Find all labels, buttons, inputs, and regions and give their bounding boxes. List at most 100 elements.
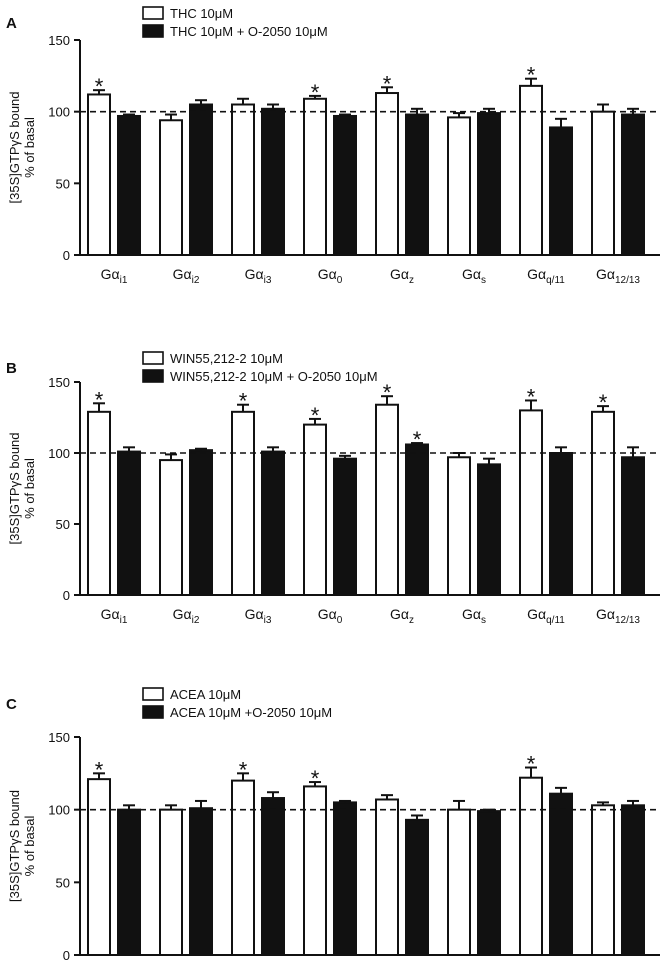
bar: [447, 808, 471, 957]
y-axis-label: % of basal: [22, 117, 37, 178]
bar: [549, 126, 573, 256]
significance-star: *: [239, 757, 248, 782]
y-axis-label: [35S]GTPγS bound: [7, 432, 22, 544]
significance-star: *: [383, 71, 392, 96]
x-tick-label: Gαi3: [245, 266, 272, 286]
y-tick-label: 0: [63, 948, 70, 960]
bar: [159, 808, 183, 957]
bar: [621, 456, 645, 597]
bar: [117, 114, 141, 257]
y-tick-label: 50: [56, 176, 70, 191]
x-tick-label: Gαi1: [101, 266, 128, 286]
bar: [231, 779, 255, 956]
significance-star: *: [311, 80, 320, 105]
x-tick-label: Gαi2: [173, 606, 200, 626]
x-tick-label: Gαz: [390, 266, 414, 286]
bar: [261, 107, 285, 256]
bar: [477, 112, 501, 256]
bar: [549, 792, 573, 956]
bar: [375, 403, 399, 596]
x-tick-label: Gαs: [462, 606, 486, 626]
y-tick-label: 150: [48, 730, 70, 745]
bar: [159, 459, 183, 596]
y-tick-label: 100: [48, 446, 70, 461]
chart-panel-c: C ACEA 10μM ACEA 10μM +O-2050 10μM 0 50 100 15…: [6, 687, 660, 960]
chart-panel-a: A THC 10μM THC 10μM + O-2050 10μM 0 50 100 150…: [6, 6, 660, 286]
y-tick-label: 50: [56, 875, 70, 890]
legend-label: WIN55,212-2 10μM: [170, 351, 283, 366]
bar: [189, 807, 213, 956]
bar: [333, 801, 357, 957]
bar: [621, 113, 645, 256]
bar: [549, 452, 573, 596]
bar: [477, 463, 501, 596]
significance-star: *: [527, 384, 536, 409]
bar: [591, 410, 615, 596]
bar: [477, 810, 501, 956]
significance-star: *: [413, 427, 422, 452]
bar: [261, 450, 285, 596]
significance-star: *: [311, 766, 320, 791]
significance-star: *: [95, 757, 104, 782]
x-tick-label: Gα0: [318, 606, 343, 626]
y-tick-label: 100: [48, 803, 70, 818]
bar: [87, 778, 111, 956]
legend-swatch: [142, 369, 164, 383]
panel-label: C: [6, 696, 17, 713]
bar: [189, 449, 213, 596]
bar: [117, 450, 141, 596]
x-tick-label: Gα0: [318, 266, 343, 286]
bar: [405, 113, 429, 256]
significance-star: *: [527, 752, 536, 777]
chart-panel-b: B WIN55,212-2 10μM WIN55,212-2 10μM + O-20…: [6, 351, 660, 626]
bar: [303, 97, 327, 257]
x-tick-label: Gα12/13: [596, 266, 640, 286]
significance-star: *: [599, 390, 608, 415]
bar: [231, 410, 255, 596]
x-tick-label: Gαq/11: [527, 606, 565, 626]
x-tick-label: Gαs: [462, 266, 486, 286]
bar: [261, 797, 285, 956]
significance-star: *: [527, 63, 536, 88]
bar: [375, 92, 399, 256]
y-tick-label: 0: [63, 588, 70, 603]
y-tick-label: 150: [48, 33, 70, 48]
bar: [303, 423, 327, 596]
bar: [447, 456, 471, 597]
panel-label: B: [6, 360, 17, 377]
legend-swatch: [142, 6, 164, 20]
x-tick-label: Gα12/13: [596, 606, 640, 626]
panel-label: A: [6, 15, 17, 32]
significance-star: *: [239, 389, 248, 414]
y-tick-label: 50: [56, 517, 70, 532]
legend-swatch: [142, 351, 164, 365]
bar: [405, 818, 429, 957]
x-tick-label: Gαq/11: [527, 266, 565, 286]
bar: [333, 114, 357, 257]
significance-star: *: [95, 74, 104, 99]
legend-label: ACEA 10μM: [170, 687, 241, 702]
bar: [87, 93, 111, 257]
y-axis-label: [35S]GTPγS bound: [7, 790, 22, 902]
legend-label: THC 10μM + O-2050 10μM: [170, 24, 328, 39]
bar: [621, 804, 645, 956]
legend-label: ACEA 10μM +O-2050 10μM: [170, 705, 332, 720]
bar: [405, 443, 429, 597]
y-tick-label: 100: [48, 105, 70, 120]
y-axis-label: % of basal: [22, 816, 37, 877]
bar: [189, 103, 213, 256]
x-tick-label: Gαi1: [101, 606, 128, 626]
bar: [303, 785, 327, 956]
bar: [87, 410, 111, 596]
significance-star: *: [311, 403, 320, 428]
bar: [159, 119, 183, 257]
legend-swatch: [142, 24, 164, 38]
bar: [447, 116, 471, 257]
legend-label: WIN55,212-2 10μM + O-2050 10μM: [170, 369, 378, 384]
significance-star: *: [383, 380, 392, 405]
bar: [117, 808, 141, 957]
y-axis-label: % of basal: [22, 458, 37, 519]
x-tick-label: Gαz: [390, 606, 414, 626]
bar: [333, 457, 357, 596]
y-axis-label: [35S]GTPγS bound: [7, 91, 22, 203]
